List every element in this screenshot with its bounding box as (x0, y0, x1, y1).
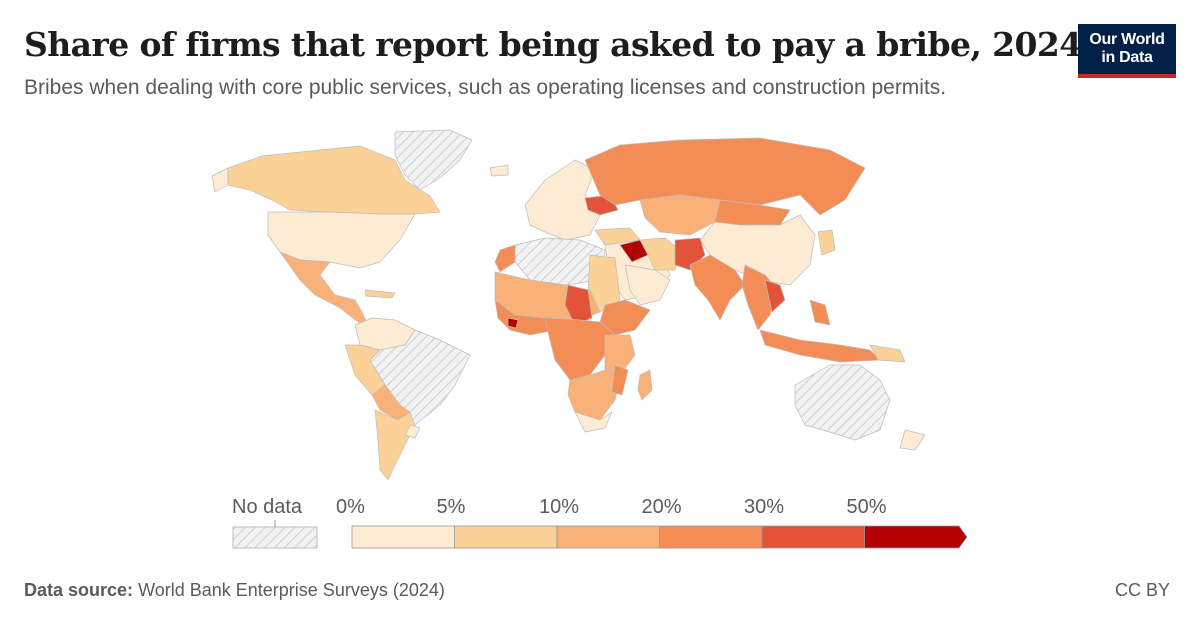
license-label[interactable]: CC BY (1114, 580, 1170, 600)
region-arabia[interactable] (624, 264, 671, 306)
region-morocco[interactable] (494, 244, 516, 273)
region-greenland[interactable] (394, 129, 473, 191)
region-madagascar[interactable] (637, 369, 653, 401)
data-source-label: Data source: (24, 580, 134, 600)
world-map[interactable] (0, 0, 1200, 560)
legend-tick-1: 5% (436, 496, 466, 518)
region-new-zealand[interactable] (899, 429, 926, 451)
data-source-text[interactable]: World Bank Enterprise Surveys (2024) (138, 580, 445, 600)
region-india[interactable] (689, 254, 746, 321)
region-iceland[interactable] (489, 164, 509, 177)
region-mozambique[interactable] (611, 364, 629, 396)
legend-no-data-label: No data (232, 496, 303, 518)
region-png[interactable] (869, 344, 906, 363)
region-mongolia[interactable] (714, 199, 791, 226)
region-south-africa[interactable] (574, 411, 613, 433)
region-iran[interactable] (639, 237, 681, 271)
region-caribbean[interactable] (364, 289, 396, 299)
region-russia[interactable] (584, 137, 866, 216)
region-central-asia[interactable] (639, 194, 721, 236)
legend-tick-5: 50% (846, 496, 887, 518)
legend-tick-2: 10% (539, 496, 580, 518)
logo-line-1: Our World (1089, 31, 1165, 48)
region-canada[interactable] (227, 145, 441, 215)
region-alaska[interactable] (211, 167, 229, 193)
legend-tick-4: 30% (744, 496, 785, 518)
region-vietnam[interactable] (764, 279, 786, 313)
region-central-africa[interactable] (544, 317, 616, 381)
chart-subtitle: Bribes when dealing with core public ser… (24, 76, 947, 99)
region-mexico[interactable] (279, 251, 356, 309)
region-usa[interactable] (267, 211, 416, 269)
region-central-america[interactable] (339, 299, 369, 326)
legend-tick-0: 0% (336, 496, 365, 518)
region-east-asia-islands[interactable] (817, 229, 836, 256)
region-indonesia[interactable] (759, 329, 881, 363)
region-liberia[interactable] (507, 317, 519, 329)
legend-tick-3: 20% (641, 496, 682, 518)
region-east-africa[interactable] (604, 334, 636, 376)
region-philippines[interactable] (809, 299, 831, 326)
region-argentina[interactable] (374, 409, 416, 481)
region-uruguay[interactable] (404, 424, 421, 439)
region-china[interactable] (699, 214, 816, 286)
chart-title: Share of firms that report being asked t… (24, 25, 1082, 64)
logo-line-2: in Data (1101, 49, 1153, 66)
owid-logo[interactable]: Our World in Data (1078, 24, 1176, 78)
region-southern-africa[interactable] (567, 369, 621, 429)
region-peru[interactable] (344, 344, 386, 396)
region-australia[interactable] (794, 364, 891, 441)
data-source: Data source: World Bank Enterprise Surve… (24, 580, 445, 601)
